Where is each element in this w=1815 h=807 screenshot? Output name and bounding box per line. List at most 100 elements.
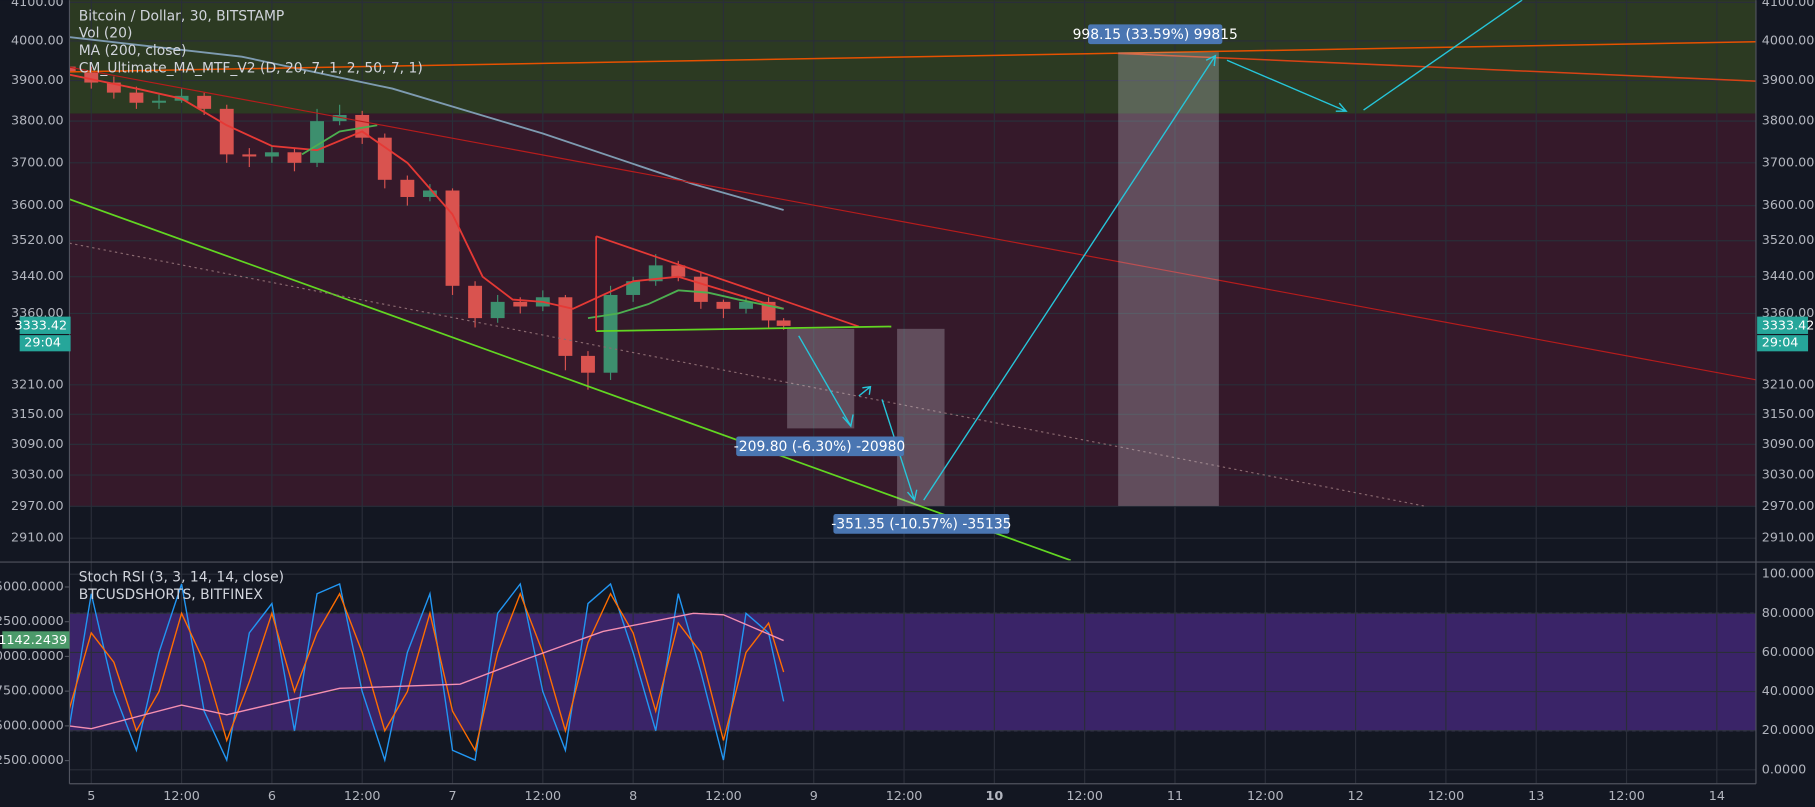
candle-body	[671, 265, 686, 277]
measure-label: -209.80 (-6.30%) -20980	[734, 439, 905, 455]
y-tick-label: 3700.00	[11, 155, 64, 170]
y-tick-label: 3210.00	[1762, 377, 1815, 392]
legend-volume: Vol (20)	[79, 26, 133, 42]
candle-body	[310, 121, 324, 163]
x-tick-label: 12:00	[1247, 789, 1284, 804]
countdown-box	[1757, 335, 1809, 352]
y-tick-label: 3900.00	[1762, 73, 1815, 88]
countdown-label: 29:04	[1762, 336, 1799, 351]
countdown-box	[19, 335, 71, 352]
y-tick-label: 3090.00	[1762, 437, 1815, 452]
y2-tick-label: 40.0000	[1762, 684, 1815, 699]
candle-body	[422, 190, 437, 197]
candle-body	[400, 179, 415, 197]
candle-body	[84, 72, 99, 83]
y-tick-label: 3440.00	[1762, 269, 1815, 284]
y-tick-label: 3700.00	[1762, 155, 1815, 170]
price-label-box	[1757, 316, 1809, 334]
x-tick-label: 12:00	[344, 789, 381, 804]
legend-ma: MA (200, close)	[79, 43, 187, 59]
band	[69, 613, 1756, 731]
arrow	[1363, 0, 1523, 111]
trend-line	[69, 66, 1756, 381]
candle-body	[377, 137, 392, 180]
x-tick-label: 11	[1167, 789, 1183, 804]
y-tick-label: 35000.0000	[0, 718, 64, 733]
y-tick-label: 4100.00	[1762, 0, 1815, 10]
candle-body	[776, 320, 791, 326]
trend-line	[69, 198, 1072, 561]
candle-body	[152, 100, 166, 103]
x-tick-label: 12:00	[163, 789, 200, 804]
x-tick-label: 5	[87, 789, 95, 804]
value-label: 41142.2439	[0, 633, 67, 648]
series-line	[301, 124, 784, 320]
arrow	[923, 54, 1217, 501]
x-tick-label: 8	[629, 789, 637, 804]
x-tick-label: 12:00	[1608, 789, 1645, 804]
candle-body	[648, 265, 663, 282]
candle-body	[129, 92, 144, 103]
y-tick-label: 3600.00	[11, 198, 64, 213]
legend-shorts: BTCUSDSHORTS, BITFINEX	[79, 587, 264, 603]
y-tick-label: 4000.00	[11, 33, 64, 48]
candle-body	[626, 281, 641, 295]
x-tick-label: 12:00	[705, 789, 742, 804]
y-tick-label: 2970.00	[11, 499, 64, 514]
y-tick-label: 3520.00	[1762, 233, 1815, 248]
y-tick-label: 3520.00	[11, 233, 64, 248]
price-label: 3333.42	[1762, 318, 1815, 333]
x-tick-label: 7	[448, 789, 456, 804]
y-tick-label: 40000.0000	[0, 649, 64, 664]
arrows	[798, 0, 1523, 502]
y2-tick-label: 80.0000	[1762, 606, 1815, 621]
y-tick-label: 45000.0000	[0, 579, 64, 594]
x-tick-label: 13	[1528, 789, 1544, 804]
y-tick-label: 2910.00	[1762, 531, 1815, 546]
measure-label: 998.15 (33.59%) 99815	[1073, 27, 1238, 43]
triangle-line	[596, 325, 892, 333]
x-tick-label: 12:00	[524, 789, 561, 804]
y-tick-label: 3030.00	[1762, 468, 1815, 483]
measure-label-box	[736, 436, 905, 457]
y-tick-label: 2970.00	[1762, 499, 1815, 514]
y-tick-label: 3600.00	[1762, 198, 1815, 213]
y-tick-label: 4000.00	[1762, 33, 1815, 48]
x-tick-label: 10	[986, 789, 1004, 804]
series-line	[69, 73, 784, 310]
legend-cm: CM_Ultimate_MA_MTF_V2 (D, 20, 7, 1, 2, 5…	[79, 60, 423, 76]
y-tick-label: 3800.00	[1762, 114, 1815, 129]
series-line	[69, 582, 785, 763]
measure-box	[897, 328, 945, 506]
y-tick-label: 42500.0000	[0, 614, 64, 629]
measure-label-box	[1088, 24, 1223, 45]
legend-title: Bitcoin / Dollar, 30, BITSTAMP	[79, 8, 285, 24]
x-tick-label: 12:00	[1066, 789, 1103, 804]
y-tick-label: 3090.00	[11, 437, 64, 452]
candle-body	[106, 82, 121, 93]
x-tick-label: 12	[1348, 789, 1364, 804]
y-tick-label: 2910.00	[11, 531, 64, 546]
value-label-box	[2, 631, 70, 649]
x-tick-label: 9	[810, 789, 818, 804]
trend-line	[69, 242, 1424, 507]
y2-tick-label: 0.0000	[1762, 762, 1807, 777]
y-tick-label: 3150.00	[1762, 407, 1815, 422]
candle-body	[558, 297, 573, 356]
y-tick-label: 3440.00	[11, 269, 64, 284]
countdown-label: 29:04	[24, 336, 61, 351]
y-tick-label: 3210.00	[11, 377, 64, 392]
candle-body	[332, 114, 347, 122]
drawings	[69, 0, 1756, 561]
trend-line	[69, 41, 1756, 73]
candle-body	[603, 294, 618, 373]
x-tick-label: 12:00	[886, 789, 923, 804]
arrow	[798, 335, 854, 428]
candle-body	[264, 152, 279, 157]
candle-body	[287, 152, 302, 163]
series-line	[69, 612, 784, 730]
candle-body	[490, 301, 505, 319]
series-line	[69, 36, 784, 211]
